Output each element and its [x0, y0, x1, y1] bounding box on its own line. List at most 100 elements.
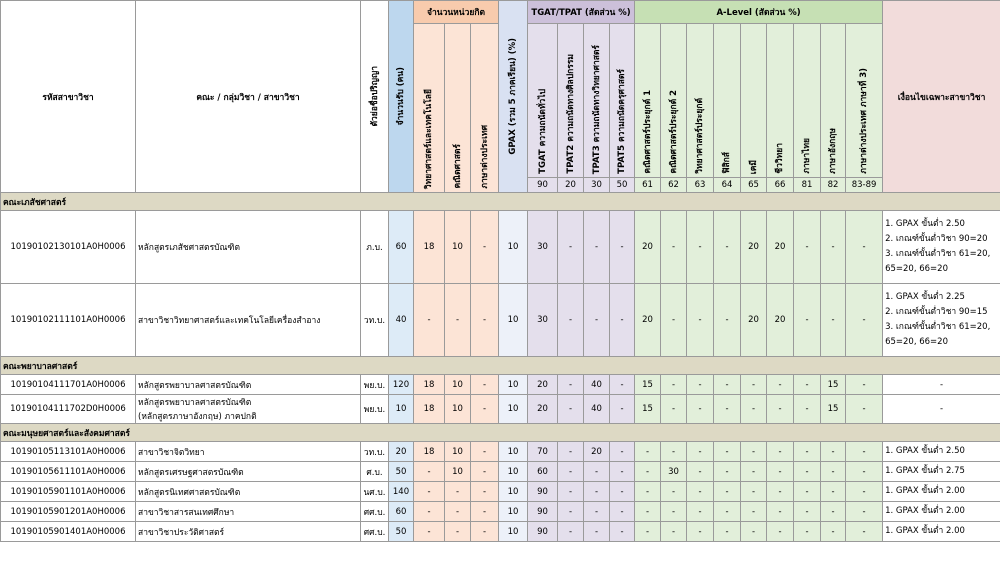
header-cell: เงื่อนไขเฉพาะสาขาวิชา: [882, 0, 1000, 193]
header-text: TPAT5 ความถนัดครุศาสตร์: [617, 69, 628, 174]
header-text: GPAX (รวม 5 ภาคเรียน) (%): [508, 38, 519, 155]
score-cell: 10: [498, 210, 529, 284]
score-cell: 18: [413, 441, 445, 462]
score-cell: -: [845, 441, 884, 462]
degree: พย.บ.: [360, 374, 389, 395]
condition-line: 1. GPAX ขั้นต่ำ 2.25: [885, 292, 965, 302]
score-cell: -: [820, 481, 847, 502]
seats: 20: [388, 441, 414, 462]
data-row: 10190104111701A0H0006 หลักสูตรพยาบาลศาสตร…: [0, 374, 1000, 395]
score-cell: 10: [444, 394, 471, 424]
score-cell: -: [634, 501, 662, 522]
sub-header: คณิตศาสตร์ประยุกต์ 1: [634, 23, 662, 178]
score-cell: -: [820, 210, 847, 284]
condition-line: 1. GPAX ขั้นต่ำ 2.00: [885, 526, 965, 536]
program-name: สาขาวิชาจิตวิทยา: [135, 441, 361, 462]
score-cell: 20: [740, 283, 768, 357]
score-cell: -: [469, 481, 500, 502]
program-line: สาขาวิชาประวัติศาสตร์: [138, 527, 225, 538]
data-row: 10190105901101A0H0006 หลักสูตรนิเทศศาสตรบ…: [0, 481, 1000, 502]
header-text: ภาษาอังกฤษ: [828, 128, 839, 174]
program-code: 10190105901101A0H0006: [0, 481, 136, 502]
condition-line: 1. GPAX ขั้นต่ำ 2.50: [885, 446, 965, 456]
subject-code: 64: [713, 177, 742, 193]
score-cell: 20: [527, 394, 559, 424]
score-cell: -: [660, 283, 688, 357]
header-text: ตัวย่อชื่อปริญญา: [369, 66, 380, 127]
sub-header: TPAT5 ความถนัดครุศาสตร์: [609, 23, 636, 178]
seats: 50: [388, 521, 414, 542]
header-text: คณิตศาสตร์ประยุกต์ 2: [668, 90, 679, 174]
score-cell: 18: [413, 394, 445, 424]
score-cell: -: [660, 481, 688, 502]
score-cell: -: [766, 374, 795, 395]
condition-line: 3. เกณฑ์ขั้นต่ำวิชา 61=20,: [885, 249, 991, 259]
score-cell: -: [793, 374, 822, 395]
score-cell: -: [413, 521, 445, 542]
score-cell: -: [845, 521, 884, 542]
score-cell: -: [713, 210, 742, 284]
score-cell: -: [740, 521, 768, 542]
score-cell: 10: [498, 481, 529, 502]
score-cell: 40: [583, 394, 611, 424]
subject-code: 82: [820, 177, 847, 193]
subject-code: 62: [660, 177, 688, 193]
score-cell: -: [634, 461, 662, 482]
header-text: จำนวนรับ (คน): [396, 67, 406, 126]
score-cell: 70: [527, 441, 559, 462]
score-cell: -: [609, 481, 636, 502]
header-text: คณิตศาสตร์ประยุกต์ 1: [642, 90, 653, 174]
program-code: 10190105901401A0H0006: [0, 521, 136, 542]
subject-code: 90: [527, 177, 559, 193]
sub-header: TPAT2 ความถนัดทางศิลปกรรม: [557, 23, 585, 178]
score-cell: -: [845, 394, 884, 424]
sub-header: ภาษาอังกฤษ: [820, 23, 847, 178]
score-cell: -: [766, 441, 795, 462]
score-cell: -: [820, 501, 847, 522]
score-cell: -: [413, 501, 445, 522]
program-code: 10190104111701A0H0006: [0, 374, 136, 395]
score-cell: 20: [583, 441, 611, 462]
score-cell: 10: [444, 461, 471, 482]
score-cell: -: [444, 521, 471, 542]
header-text: คณิตศาสตร์: [452, 144, 463, 189]
subject-code: 50: [609, 177, 636, 193]
score-cell: 10: [498, 374, 529, 395]
score-cell: 20: [740, 210, 768, 284]
group-header: จำนวนหน่วยกิต: [412, 0, 500, 24]
score-cell: -: [793, 441, 822, 462]
header-text: เคมี: [748, 159, 759, 174]
degree: พย.บ.: [360, 394, 389, 424]
section-title: คณะพยาบาลศาสตร์: [0, 356, 1000, 375]
score-cell: -: [469, 521, 500, 542]
degree: ศ.บ.: [360, 461, 389, 482]
score-cell: -: [444, 283, 471, 357]
score-cell: -: [766, 461, 795, 482]
program-line: หลักสูตรพยาบาลศาสตรบัณฑิต: [138, 398, 252, 408]
sub-header: คณิตศาสตร์ประยุกต์ 2: [660, 23, 688, 178]
score-cell: -: [444, 501, 471, 522]
section-title: คณะมนุษยศาสตร์และสังคมศาสตร์: [0, 423, 1000, 442]
sub-header: ชีววิทยา: [766, 23, 795, 178]
score-cell: -: [557, 210, 585, 284]
conditions: -: [882, 394, 1000, 424]
score-cell: -: [793, 461, 822, 482]
score-cell: 90: [527, 481, 559, 502]
program-name: หลักสูตรพยาบาลศาสตรบัณฑิต (หลักสูตรภาษาอั…: [135, 394, 361, 424]
seats: 120: [388, 374, 414, 395]
degree: วท.บ.: [360, 441, 389, 462]
score-cell: -: [713, 521, 742, 542]
score-cell: 18: [413, 210, 445, 284]
sub-header: ภาษาต่างประเทศ ภาษาที่ 3): [845, 23, 884, 178]
score-cell: 18: [413, 374, 445, 395]
subject-code: 66: [766, 177, 795, 193]
score-cell: 30: [527, 210, 559, 284]
score-cell: 10: [444, 441, 471, 462]
degree: ภ.บ.: [360, 210, 389, 284]
score-cell: -: [557, 394, 585, 424]
program-line: หลักสูตรเศรษฐศาสตรบัณฑิต: [138, 467, 244, 478]
score-cell: 15: [820, 394, 847, 424]
data-row: 10190104111702D0H0006 หลักสูตรพยาบาลศาสตร…: [0, 394, 1000, 424]
score-cell: -: [845, 481, 884, 502]
subject-code: 83-89: [845, 177, 884, 193]
